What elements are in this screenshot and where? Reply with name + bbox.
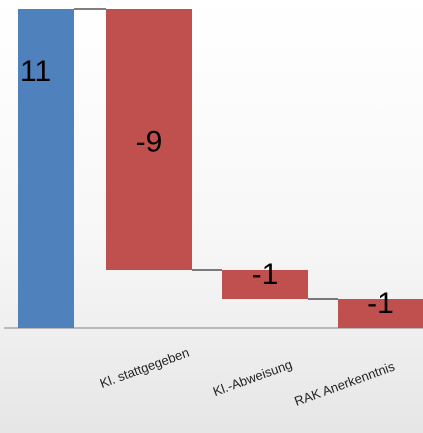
data-label: 11 bbox=[20, 55, 51, 88]
data-label: -1 bbox=[252, 258, 279, 291]
data-label: -9 bbox=[136, 126, 163, 159]
tick-label: Kl. stattgegeben bbox=[98, 345, 191, 391]
waterfall-bar bbox=[18, 9, 74, 328]
data-label: -1 bbox=[367, 287, 394, 320]
waterfall-bar bbox=[222, 270, 308, 299]
tick-label: RAK Anerkenntnis bbox=[292, 359, 397, 409]
tick-label: Kl.-Abweisung bbox=[211, 357, 294, 400]
waterfall-bar bbox=[106, 9, 192, 270]
waterfall-bar bbox=[338, 299, 423, 328]
